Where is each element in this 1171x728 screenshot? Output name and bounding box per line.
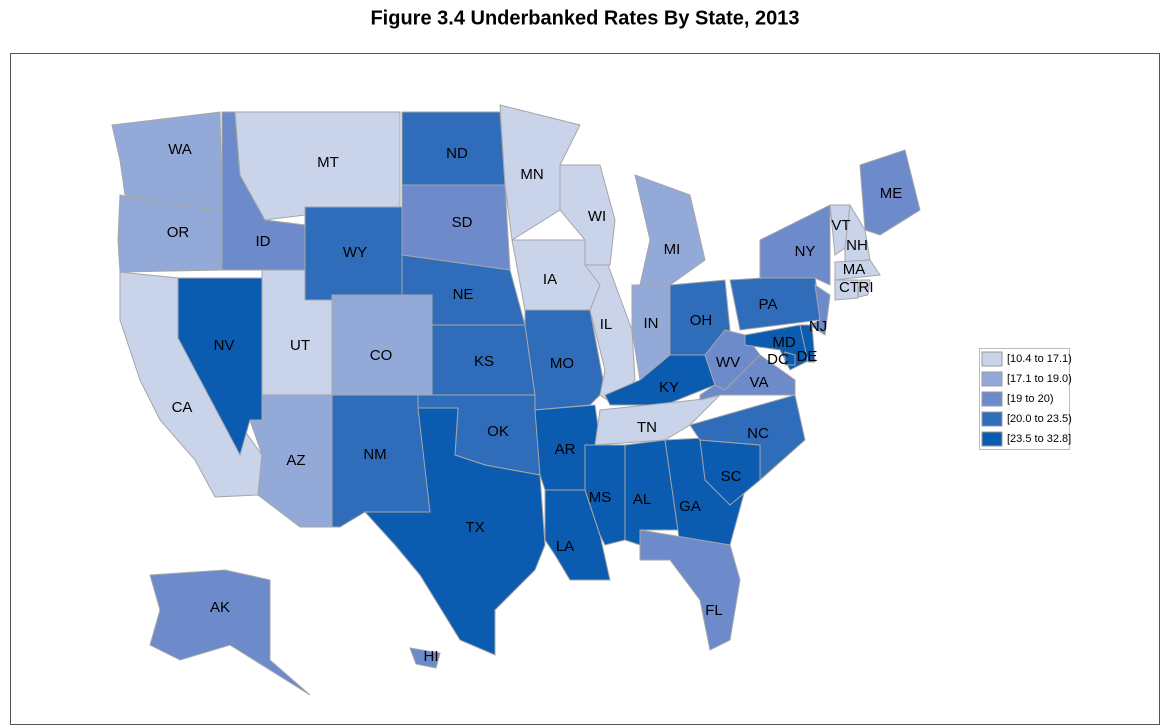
state-label: WA <box>168 141 192 158</box>
state-label: VT <box>831 217 850 234</box>
state-label: MI <box>664 241 681 258</box>
state-label: MA <box>843 261 866 278</box>
legend-label: [17.1 to 19.0) <box>1007 373 1072 385</box>
state-label: VA <box>750 374 769 391</box>
legend-swatch <box>981 371 1003 387</box>
state-label: HI <box>424 648 439 665</box>
state-label: MN <box>520 166 543 183</box>
state-label: AR <box>555 441 576 458</box>
state-region <box>799 324 816 363</box>
state-label: NE <box>453 286 474 303</box>
legend-swatch <box>981 391 1003 407</box>
state-label: IL <box>600 316 613 333</box>
state-label: NC <box>747 425 769 442</box>
state-label: NJ <box>809 318 827 335</box>
state-region <box>784 351 796 366</box>
state-label: AK <box>210 599 230 616</box>
map-frame <box>10 53 1160 725</box>
state-label: AL <box>633 491 651 508</box>
state-label: ID <box>256 233 271 250</box>
state-label: KS <box>474 353 494 370</box>
state-label: RI <box>859 279 874 296</box>
legend-swatch <box>981 431 1003 447</box>
state-label: NY <box>795 243 816 260</box>
legend-swatch <box>981 351 1003 367</box>
state-label: MS <box>589 489 612 506</box>
state-label: WV <box>716 354 740 371</box>
legend-label: [10.4 to 17.1) <box>1007 353 1072 365</box>
state-label: CT <box>839 279 859 296</box>
state-label: WI <box>588 208 606 225</box>
state-label: OK <box>487 423 509 440</box>
state-label: AZ <box>286 452 305 469</box>
state-label: DE <box>797 348 818 365</box>
state-label: IA <box>543 271 557 288</box>
legend-label: [19 to 20) <box>1007 393 1053 405</box>
state-label: PA <box>759 296 778 313</box>
legend-label: [23.5 to 32.8] <box>1007 433 1071 445</box>
state-region <box>859 149 921 236</box>
state-region <box>149 569 311 696</box>
state-label: WY <box>343 244 367 261</box>
state-region <box>363 407 546 656</box>
state-label: MO <box>550 355 574 372</box>
figure-title: Figure 3.4 Underbanked Rates By State, 2… <box>370 7 799 29</box>
state-label: NV <box>214 337 235 354</box>
state-region <box>759 204 831 286</box>
state-label: ME <box>880 185 903 202</box>
legend-swatch <box>981 411 1003 427</box>
state-label: ND <box>446 145 468 162</box>
state-label: CA <box>172 399 193 416</box>
state-label: NM <box>363 446 386 463</box>
state-label: DC <box>767 351 789 368</box>
state-region <box>111 111 223 211</box>
state-label: LA <box>556 538 574 555</box>
state-label: NH <box>846 237 868 254</box>
state-label: MT <box>317 154 339 171</box>
state-region <box>857 279 871 298</box>
state-label: KY <box>659 379 679 396</box>
state-label: SC <box>721 468 742 485</box>
state-label: FL <box>705 602 723 619</box>
state-label: IN <box>644 315 659 332</box>
state-label: OR <box>167 224 190 241</box>
state-region <box>834 259 881 281</box>
state-label: TX <box>465 519 484 536</box>
state-label: CO <box>370 347 393 364</box>
state-region <box>834 279 859 301</box>
state-label: TN <box>637 419 657 436</box>
state-label: UT <box>290 337 310 354</box>
state-label: SD <box>452 214 473 231</box>
state-label: MD <box>772 334 795 351</box>
state-region <box>409 647 441 669</box>
state-region <box>809 283 831 336</box>
state-region <box>634 174 706 286</box>
legend-label: [20.0 to 23.5) <box>1007 413 1072 425</box>
state-region <box>639 529 741 651</box>
state-label: GA <box>679 498 701 515</box>
state-region <box>331 294 433 396</box>
state-label: OH <box>690 312 713 329</box>
